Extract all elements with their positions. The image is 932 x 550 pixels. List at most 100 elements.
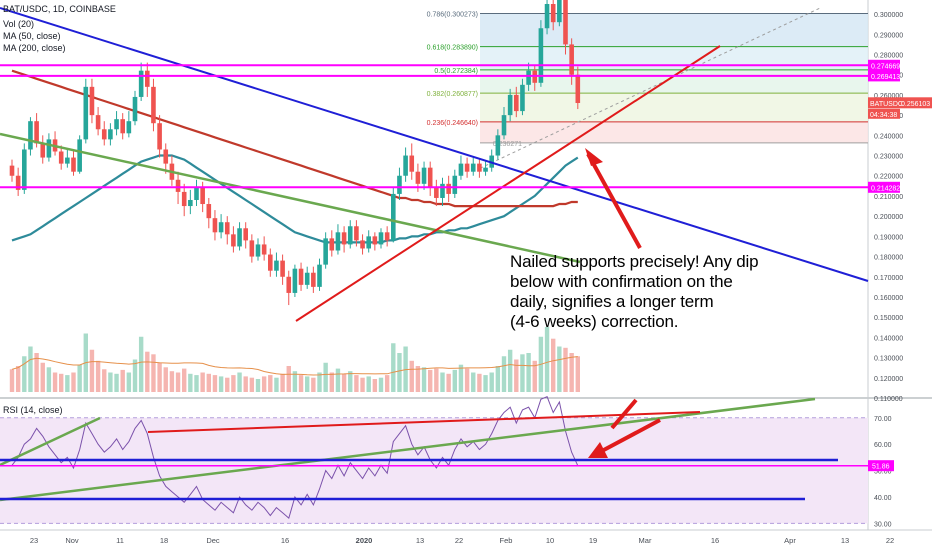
candle-body (83, 86, 89, 140)
volume-bar (446, 373, 451, 392)
ma50-legend: MA (50, close) (3, 31, 61, 41)
volume-bar (163, 367, 168, 392)
annotation-line: daily, signifies a longer term (510, 292, 714, 311)
volume-bar (120, 369, 125, 392)
price-tick-label: 0.170000 (874, 275, 903, 282)
candle-body (483, 167, 488, 172)
volume-bars (9, 327, 580, 392)
candle-body (138, 70, 144, 97)
volume-bar (526, 353, 531, 392)
fib-level-label: 0.5(0.272384) (434, 68, 478, 75)
last-price-value: 0.256103 (901, 101, 930, 108)
volume-bar (95, 360, 101, 392)
price-tick-label: 0.280000 (874, 53, 903, 60)
candle-body (335, 232, 341, 251)
volume-bar (231, 375, 236, 392)
volume-bar (575, 356, 580, 392)
volume-bar (298, 375, 304, 392)
volume-bar (34, 353, 39, 392)
rsi-level-text: 51.86 (872, 464, 890, 471)
rsi-tick-label: 60.00 (874, 442, 892, 449)
candle-body (292, 268, 298, 293)
volume-bar (354, 375, 359, 392)
candle-body (569, 44, 574, 75)
fib-level-label: 0.382(0.260877) (427, 91, 478, 98)
volume-bar (243, 376, 248, 392)
volume-bar (544, 327, 550, 392)
volume-bar (15, 366, 21, 392)
candle-body (415, 171, 421, 184)
volume-bar (108, 372, 113, 392)
last-price-box (868, 97, 932, 109)
volume-bar (157, 362, 162, 392)
candle-body (95, 115, 101, 130)
candle-body (243, 228, 248, 241)
price-tick-label: 0.300000 (874, 12, 903, 19)
rsi-red-line (147, 411, 701, 433)
rsi-arrow-shaft (599, 418, 661, 454)
rsi-tick-label: 30.00 (874, 521, 892, 528)
candle-body (188, 199, 193, 207)
red-arrow-shaft (586, 153, 642, 249)
volume-bar (563, 347, 568, 392)
candle-body (28, 121, 33, 150)
volume-bar (477, 373, 482, 392)
fib-level-label: 0.618(0.283890) (427, 45, 478, 52)
candle-body (360, 240, 365, 249)
candle-body (89, 86, 95, 116)
time-tick-label: 16 (711, 536, 719, 545)
volume-bar (520, 354, 525, 392)
candle-body (261, 244, 267, 255)
volume-bar (237, 372, 242, 392)
time-tick-label: Dec (206, 536, 220, 545)
candle-body (563, 0, 568, 45)
time-tick-label: 10 (546, 536, 554, 545)
candle-body (304, 272, 310, 285)
volume-bar (483, 375, 488, 392)
candle-body (520, 84, 525, 112)
green-trend-line (0, 132, 581, 264)
volume-bar (212, 375, 218, 392)
volume-bar (151, 354, 156, 392)
volume-bar (471, 372, 476, 392)
volume-bar (206, 373, 211, 392)
candle-body (507, 94, 513, 116)
volume-bar (22, 356, 27, 392)
volume-bar (458, 364, 464, 392)
price-tick-label: 0.180000 (874, 255, 903, 262)
volume-bar (378, 377, 384, 392)
volume-bar (311, 377, 316, 392)
rsi-tick-label: 50.00 (874, 469, 892, 476)
candle-body (421, 167, 427, 184)
volume-bar (335, 368, 341, 392)
symbol-title: BAT/USDC, 1D, COINBASE (3, 4, 116, 14)
candle-body (550, 4, 556, 23)
price-tick-label: 0.240000 (874, 133, 903, 140)
candle-body (46, 139, 52, 158)
fibonacci-retracement[interactable]: 0.786(0.300273) 0.618(0.283890) 0.5(0.2723… (427, 7, 868, 169)
candle-body (132, 96, 138, 122)
volume-bar (569, 353, 574, 392)
volume-bar (274, 377, 279, 392)
volume-bar (397, 353, 402, 392)
candle-body (157, 123, 162, 150)
volume-bar (182, 368, 187, 392)
rsi-level-box (868, 460, 894, 472)
candle-body (427, 167, 433, 188)
price-tick-label: 0.260000 (874, 93, 903, 100)
volume-bar (391, 343, 396, 392)
candle-body (194, 187, 199, 200)
vol-legend: Vol (20) (3, 19, 35, 29)
trendline-drawings[interactable] (0, 7, 869, 322)
volume-bar (489, 372, 494, 392)
volume-bar (52, 372, 58, 392)
axes: 0.3000000.2900000.2800000.2700000.260000… (30, 12, 932, 545)
volume-bar (551, 338, 556, 392)
volume-bar (415, 366, 421, 392)
candle-body (255, 244, 261, 257)
fib-zone (480, 93, 868, 122)
candle-body (181, 191, 187, 207)
candle-body (212, 218, 218, 233)
